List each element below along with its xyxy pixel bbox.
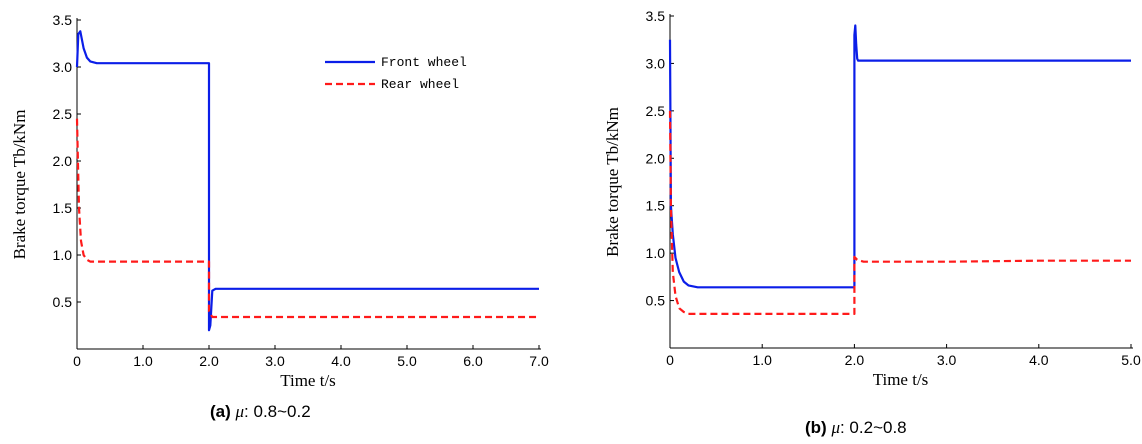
- caption-tag: (b): [805, 418, 831, 437]
- x-tick-label: 1.0: [133, 353, 153, 369]
- x-axis-label: Time t/s: [873, 370, 929, 389]
- front-wheel-series-line: [668, 24, 1131, 289]
- x-tick-label: 7.0: [529, 353, 549, 369]
- x-tick-label: 2.0: [845, 352, 865, 368]
- panel-caption: (b) μ: 0.2~0.8: [805, 418, 907, 437]
- y-tick-label: 1.5: [53, 200, 73, 216]
- x-tick-label: 0: [73, 353, 81, 369]
- y-tick-label: 2.5: [53, 106, 73, 122]
- caption-text: : 0.8~0.2: [244, 402, 311, 421]
- y-tick-label: 0.5: [646, 293, 666, 309]
- caption-tag: (a): [210, 402, 236, 421]
- y-tick-label: 3.5: [646, 8, 666, 24]
- y-tick-label: 0.5: [53, 294, 73, 310]
- panel-caption: (a) μ: 0.8~0.2: [210, 402, 311, 421]
- x-tick-label: 1.0: [752, 352, 772, 368]
- y-axis-label: Brake torque Tb/kNm: [603, 107, 622, 257]
- x-tick-label: 5.0: [397, 353, 417, 369]
- rear-wheel-series-line: [75, 118, 539, 319]
- y-tick-label: 1.0: [646, 245, 666, 261]
- rear-wheel-series-line: [668, 110, 1131, 315]
- y-axis-label: Brake torque Tb/kNm: [10, 110, 29, 260]
- x-tick-label: 2.0: [199, 353, 219, 369]
- x-tick-label: 4.0: [331, 353, 351, 369]
- x-tick-label: 4.0: [1029, 352, 1049, 368]
- y-tick-label: 3.0: [53, 59, 73, 75]
- chart-panel-a: 0 1.0 2.0 3.0 4.0 5.0 6.0 7.0 0.5 1.0 1.5 2.0 2.5 3.0…: [10, 12, 549, 421]
- y-tick-label: 1.0: [53, 247, 73, 263]
- caption-mu-symbol: μ: [830, 418, 840, 437]
- y-tick-label: 2.5: [646, 103, 666, 119]
- x-tick-label: 0: [666, 352, 674, 368]
- caption-text: : 0.2~0.8: [840, 418, 907, 437]
- x-tick-label: 6.0: [463, 353, 483, 369]
- y-tick-label: 2.0: [53, 153, 73, 169]
- y-tick-label: 3.0: [646, 55, 666, 71]
- y-tick-label: 3.5: [53, 12, 73, 28]
- legend-rear-wheel-label: Rear wheel: [381, 77, 459, 92]
- x-tick-label: 3.0: [265, 353, 285, 369]
- x-tick-label: 3.0: [937, 352, 957, 368]
- y-tick-label: 1.5: [646, 198, 666, 214]
- y-tick-label: 2.0: [646, 150, 666, 166]
- x-axis-label: Time t/s: [280, 371, 336, 390]
- caption-mu-symbol: μ: [235, 402, 245, 421]
- legend-front-wheel-label: Front wheel: [381, 55, 467, 70]
- chart-panel-b: 0 1.0 2.0 3.0 4.0 5.0 0.5 1.0 1.5 2.0 2.5 3.0 3.5 Tim…: [603, 8, 1141, 437]
- x-tick-label: 5.0: [1121, 352, 1141, 368]
- front-wheel-series-line: [75, 30, 539, 332]
